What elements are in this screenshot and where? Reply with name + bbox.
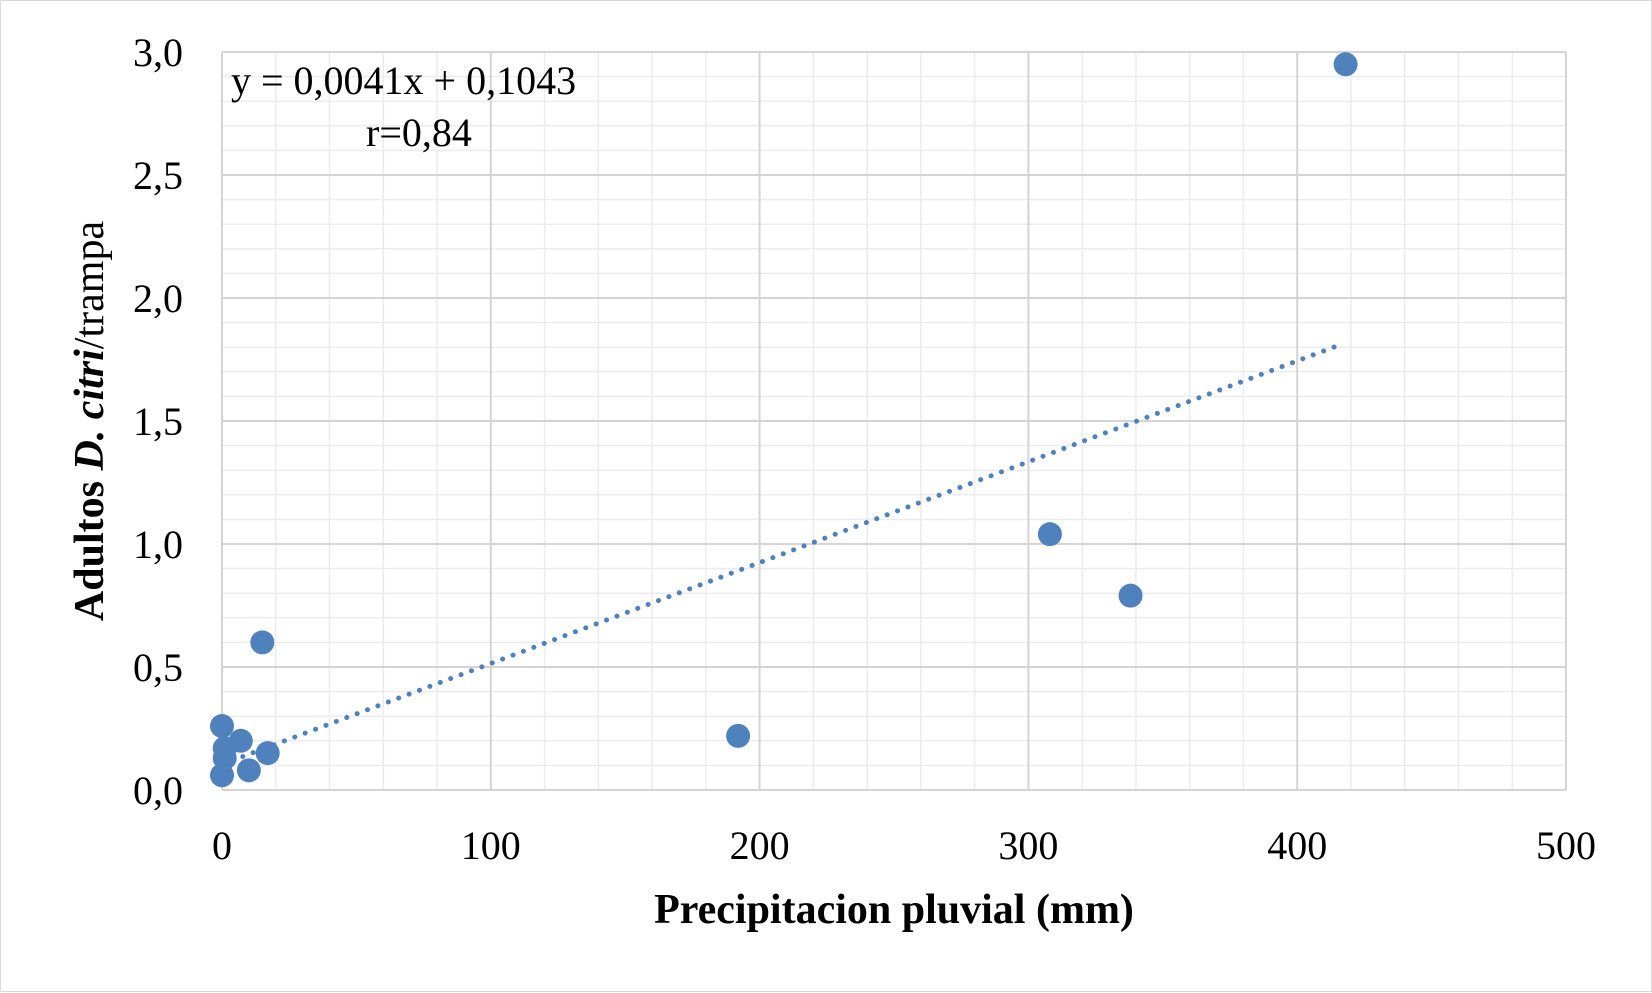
data-points: [210, 52, 1358, 788]
y-axis-title-part2: D.: [67, 419, 113, 471]
y-axis-title-part4: /trampa: [67, 221, 113, 350]
y-tick-label: 2,5: [133, 153, 183, 198]
major-grid: [221, 51, 1567, 791]
y-tick-label: 1,0: [133, 522, 183, 567]
y-tick-labels: 0,0 0,5 1,0 1,5 2,0 2,5 3,0: [133, 30, 183, 813]
data-point: [255, 741, 280, 766]
y-tick-label: 1,5: [133, 399, 183, 444]
x-tick-label: 300: [998, 823, 1058, 868]
y-tick-label: 0,5: [133, 645, 183, 690]
trendline: [219, 343, 1341, 767]
data-point: [1037, 522, 1062, 547]
x-axis-title: Precipitacion pluvial (mm): [654, 887, 1134, 933]
equation-annotation: y = 0,0041x + 0,1043: [231, 58, 576, 103]
trendline-path: [219, 343, 1341, 767]
data-point: [1333, 52, 1358, 77]
y-axis-title: Adultos D. citri/trampa: [67, 221, 113, 622]
x-tick-label: 200: [730, 823, 790, 868]
y-tick-label: 2,0: [133, 276, 183, 321]
data-point: [228, 728, 253, 753]
data-point: [250, 630, 275, 655]
data-point: [210, 763, 234, 788]
data-point: [236, 758, 261, 783]
x-tick-label: 100: [461, 823, 521, 868]
x-tick-label: 500: [1536, 823, 1596, 868]
y-tick-label: 0,0: [133, 768, 183, 813]
data-point: [1118, 583, 1143, 608]
r-value-annotation: r=0,84: [366, 110, 472, 155]
x-tick-label: 400: [1267, 823, 1327, 868]
x-tick-labels: 0 100 200 300 400 500: [212, 823, 1596, 868]
data-point: [210, 714, 234, 739]
y-tick-label: 3,0: [133, 30, 183, 75]
y-axis-title-part3: citri: [67, 349, 113, 419]
y-axis-title-part1: Adultos: [67, 471, 113, 622]
x-tick-label: 0: [212, 823, 232, 868]
data-point: [726, 723, 751, 748]
